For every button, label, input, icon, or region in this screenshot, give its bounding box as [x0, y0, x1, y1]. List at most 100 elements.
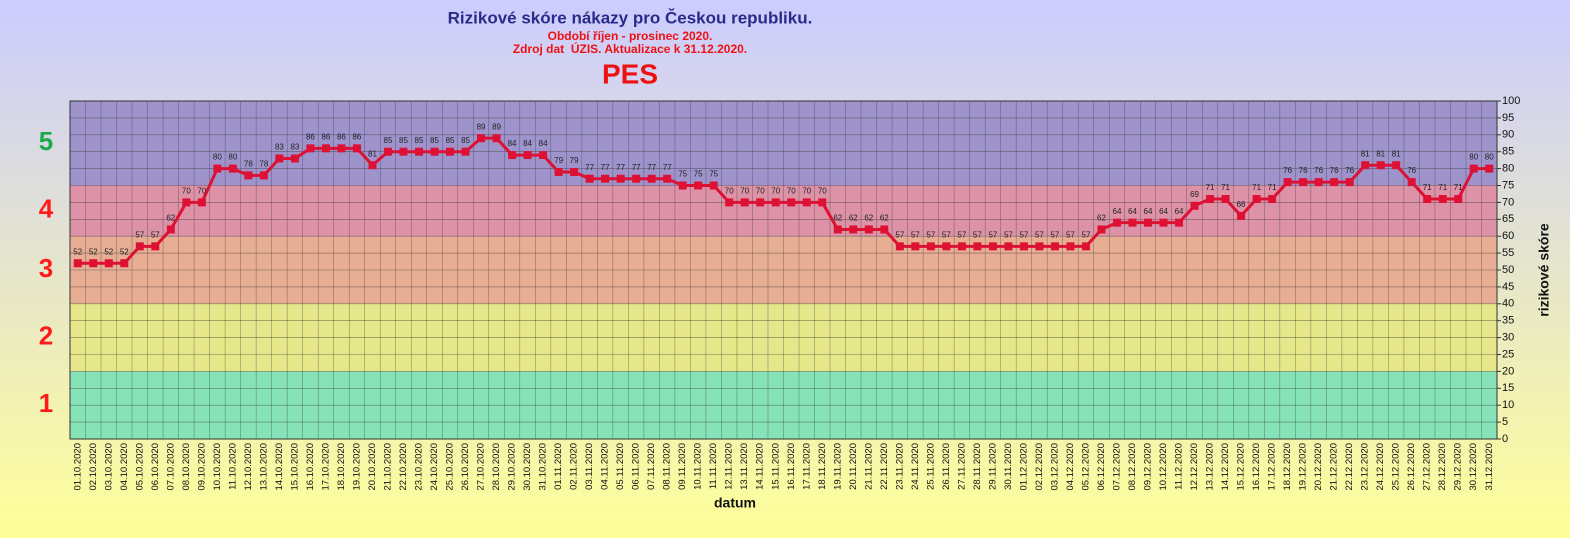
x-tick-label: 21.11.2020 — [863, 443, 874, 490]
point-marker — [1438, 195, 1447, 204]
point-marker — [1268, 195, 1277, 204]
data-label: 89 — [492, 122, 501, 131]
x-tick-label: 10.12.2020 — [1158, 443, 1169, 491]
point-marker — [399, 147, 408, 156]
x-tick-label: 01.12.2020 — [1018, 443, 1029, 491]
y-tick-label: 25 — [1502, 348, 1514, 360]
x-tick-label: 26.10.2020 — [460, 443, 471, 491]
data-label: 81 — [368, 149, 377, 158]
x-tick-label: 25.12.2020 — [1391, 443, 1402, 491]
point-marker — [1469, 164, 1478, 173]
point-marker — [244, 171, 253, 180]
point-marker — [709, 181, 718, 190]
data-label: 57 — [1082, 230, 1091, 239]
point-marker — [1004, 242, 1013, 251]
data-label: 62 — [833, 214, 842, 223]
data-label: 77 — [601, 163, 610, 172]
x-tick-label: 20.11.2020 — [848, 443, 859, 490]
y-tick-label: 15 — [1502, 382, 1514, 394]
point-marker — [1112, 218, 1121, 227]
subtitle: Zdroj dat ÚZIS. Aktualizace k 31.12.2020… — [513, 41, 747, 56]
data-label: 62 — [1097, 214, 1106, 223]
data-label: 84 — [508, 139, 517, 148]
data-label: 81 — [1376, 149, 1385, 158]
data-label: 57 — [1066, 230, 1075, 239]
y-tick-label: 10 — [1502, 399, 1514, 411]
data-label: 78 — [259, 159, 268, 168]
point-marker — [1454, 195, 1463, 204]
x-tick-label: 28.12.2020 — [1437, 443, 1448, 491]
x-tick-label: 04.11.2020 — [600, 443, 611, 490]
x-tick-label: 28.10.2020 — [491, 443, 502, 491]
point-marker — [942, 242, 951, 251]
point-marker — [1314, 178, 1323, 187]
data-label: 76 — [1407, 166, 1416, 175]
data-label: 80 — [228, 153, 237, 162]
data-label: 86 — [337, 132, 346, 141]
x-tick-label: 15.12.2020 — [1236, 443, 1247, 491]
point-marker — [849, 225, 858, 234]
point-marker — [306, 144, 315, 153]
y-tick-label: 55 — [1502, 247, 1514, 259]
point-marker — [73, 259, 82, 268]
x-tick-label: 18.12.2020 — [1282, 443, 1293, 491]
data-label: 89 — [477, 122, 486, 131]
point-marker — [1144, 218, 1153, 227]
data-label: 85 — [430, 136, 439, 145]
x-tick-label: 22.11.2020 — [879, 443, 890, 490]
x-tick-label: 06.12.2020 — [1096, 443, 1107, 491]
band-label: 2 — [39, 320, 53, 350]
x-tick-label: 16.12.2020 — [1251, 443, 1262, 491]
x-tick-label: 31.12.2020 — [1484, 443, 1495, 491]
x-tick-label: 27.11.2020 — [956, 443, 967, 490]
heading: PES — [602, 58, 658, 89]
y-tick-label: 35 — [1502, 315, 1514, 327]
data-label: 76 — [1330, 166, 1339, 175]
data-label: 62 — [864, 214, 873, 223]
band-label: 3 — [39, 253, 53, 283]
point-marker — [632, 174, 641, 183]
point-marker — [492, 134, 501, 143]
data-label: 85 — [415, 136, 424, 145]
point-marker — [275, 154, 284, 163]
x-tick-label: 05.12.2020 — [1080, 443, 1091, 491]
x-tick-label: 02.12.2020 — [1034, 443, 1045, 491]
data-label: 69 — [1190, 190, 1199, 199]
x-tick-label: 06.11.2020 — [631, 443, 642, 490]
data-label: 83 — [290, 143, 299, 152]
x-tick-label: 07.11.2020 — [646, 443, 657, 490]
y-tick-label: 40 — [1502, 298, 1514, 310]
data-label: 52 — [104, 247, 113, 256]
x-tick-label: 24.11.2020 — [910, 443, 921, 490]
data-label: 57 — [1035, 230, 1044, 239]
x-tick-label: 10.11.2020 — [693, 443, 704, 490]
x-tick-label: 18.11.2020 — [817, 443, 828, 490]
x-tick-label: 16.10.2020 — [305, 443, 316, 491]
x-tick-label: 01.11.2020 — [553, 443, 564, 490]
data-label: 70 — [756, 187, 765, 196]
subtitle: Období říjen - prosinec 2020. — [548, 29, 713, 43]
data-label: 70 — [725, 187, 734, 196]
point-marker — [616, 174, 625, 183]
point-marker — [678, 181, 687, 190]
data-label: 64 — [1175, 207, 1184, 216]
data-label: 57 — [988, 230, 997, 239]
data-label: 52 — [89, 247, 98, 256]
data-label: 78 — [244, 159, 253, 168]
x-tick-label: 12.12.2020 — [1189, 443, 1200, 491]
point-marker — [1407, 178, 1416, 187]
x-tick-label: 05.11.2020 — [615, 443, 626, 490]
x-tick-label: 17.10.2020 — [320, 443, 331, 491]
point-marker — [1175, 218, 1184, 227]
point-marker — [1237, 211, 1246, 220]
y-tick-label: 20 — [1502, 365, 1514, 377]
point-marker — [911, 242, 920, 251]
data-label: 57 — [911, 230, 920, 239]
point-marker — [120, 259, 129, 268]
x-tick-label: 17.11.2020 — [801, 443, 812, 490]
point-marker — [694, 181, 703, 190]
point-marker — [89, 259, 98, 268]
point-marker — [973, 242, 982, 251]
x-tick-label: 02.10.2020 — [88, 443, 99, 491]
